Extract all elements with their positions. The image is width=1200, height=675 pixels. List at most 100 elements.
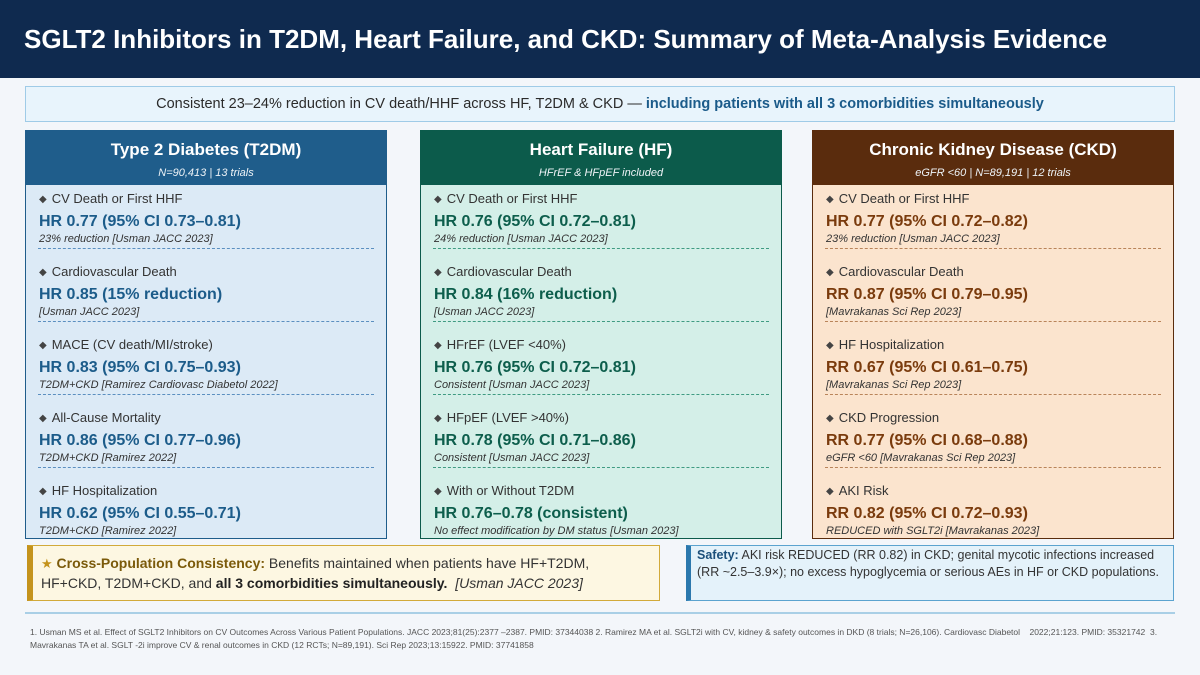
outcome-label-row: ◆ CV Death or First HHF	[39, 190, 373, 209]
outcome-note: Consistent [Usman JACC 2023]	[434, 379, 590, 391]
outcome-item: ◆ CV Death or First HHF HR 0.77 (95% CI 0…	[825, 185, 1161, 249]
consistency-citation: [Usman JACC 2023]	[455, 575, 583, 591]
outcome-label-row: ◆ Cardiovascular Death	[826, 263, 1160, 282]
outcome-item: ◆ All-Cause Mortality HR 0.86 (95% CI 0.7…	[38, 404, 374, 468]
outcome-label-row: ◆ CV Death or First HHF	[434, 190, 768, 209]
consistency-callout: ★ Cross-Population Consistency: Benefits…	[27, 545, 660, 601]
outcome-note: [Mavrakanas Sci Rep 2023]	[826, 306, 962, 318]
ckd-column: Chronic Kidney Disease (CKD) eGFR <60 | …	[812, 130, 1174, 539]
outcome-value: HR 0.83 (95% CI 0.75–0.93)	[39, 359, 241, 376]
t2dm-column-body: ◆ CV Death or First HHF HR 0.77 (95% CI 0…	[26, 185, 386, 540]
footer-divider	[25, 612, 1175, 614]
outcome-note: 23% reduction [Usman JACC 2023]	[826, 233, 1000, 245]
outcome-item: ◆ Cardiovascular Death RR 0.87 (95% CI 0.…	[825, 258, 1161, 322]
ckd-column-header: Chronic Kidney Disease (CKD) eGFR <60 | …	[813, 131, 1173, 185]
column-title: Chronic Kidney Disease (CKD)	[869, 140, 1117, 159]
outcome-label-row: ◆ CV Death or First HHF	[826, 190, 1160, 209]
outcome-note: eGFR <60 [Mavrakanas Sci Rep 2023]	[826, 452, 1016, 464]
diamond-bullet-icon: ◆	[826, 267, 834, 278]
outcome-label: CV Death or First HHF	[446, 191, 578, 206]
diamond-bullet-icon: ◆	[826, 413, 834, 424]
outcome-item: ◆ HFrEF (LVEF <40%) HR 0.76 (95% CI 0.72–…	[433, 331, 769, 395]
outcome-label: HF Hospitalization	[838, 337, 945, 352]
outcome-label-row: ◆ HFpEF (LVEF >40%)	[434, 409, 768, 428]
hf-column-header: Heart Failure (HF) HFrEF & HFpEF include…	[421, 131, 781, 185]
outcome-label: All-Cause Mortality	[51, 410, 161, 425]
outcome-label: CV Death or First HHF	[51, 191, 183, 206]
outcome-value: HR 0.76–0.78 (consistent)	[434, 505, 628, 522]
outcome-value: HR 0.62 (95% CI 0.55–0.71)	[39, 505, 241, 522]
outcome-item: ◆ HF Hospitalization HR 0.62 (95% CI 0.55…	[38, 477, 374, 540]
diamond-bullet-icon: ◆	[826, 486, 834, 497]
diamond-bullet-icon: ◆	[39, 267, 47, 278]
outcome-label-row: ◆ Cardiovascular Death	[39, 263, 373, 282]
outcome-value: RR 0.77 (95% CI 0.68–0.88)	[826, 432, 1028, 449]
diamond-bullet-icon: ◆	[39, 340, 47, 351]
outcome-label-row: ◆ HF Hospitalization	[826, 336, 1160, 355]
outcome-value: HR 0.84 (16% reduction)	[434, 286, 618, 303]
key-finding-banner: Consistent 23–24% reduction in CV death/…	[25, 86, 1175, 122]
outcome-label-row: ◆ Cardiovascular Death	[434, 263, 768, 282]
consistency-label: Cross-Population Consistency:	[56, 555, 266, 571]
outcome-item: ◆ HF Hospitalization RR 0.67 (95% CI 0.61…	[825, 331, 1161, 395]
outcome-label: CV Death or First HHF	[838, 191, 970, 206]
diamond-bullet-icon: ◆	[434, 486, 442, 497]
diamond-bullet-icon: ◆	[434, 413, 442, 424]
outcome-label: CKD Progression	[838, 410, 940, 425]
outcome-label-row: ◆ MACE (CV death/MI/stroke)	[39, 336, 373, 355]
column-subtitle: eGFR <60 | N=89,191 | 12 trials	[915, 167, 1071, 179]
outcome-item: ◆ HFpEF (LVEF >40%) HR 0.78 (95% CI 0.71–…	[433, 404, 769, 468]
outcome-label-row: ◆ CKD Progression	[826, 409, 1160, 428]
outcome-label: HFpEF (LVEF >40%)	[446, 410, 569, 425]
outcome-label: Cardiovascular Death	[446, 264, 572, 279]
consistency-emphasis: all 3 comorbidities simultaneously.	[215, 575, 448, 591]
outcome-label-row: ◆ All-Cause Mortality	[39, 409, 373, 428]
outcome-value: HR 0.76 (95% CI 0.72–0.81)	[434, 359, 636, 376]
column-subtitle: N=90,413 | 13 trials	[158, 167, 254, 179]
outcome-value: HR 0.85 (15% reduction)	[39, 286, 223, 303]
outcome-value: HR 0.86 (95% CI 0.77–0.96)	[39, 432, 241, 449]
diamond-bullet-icon: ◆	[434, 194, 442, 205]
outcome-label: HF Hospitalization	[51, 483, 158, 498]
outcome-item: ◆ CV Death or First HHF HR 0.77 (95% CI 0…	[38, 185, 374, 249]
outcome-note: 24% reduction [Usman JACC 2023]	[434, 233, 608, 245]
outcome-label: Cardiovascular Death	[51, 264, 177, 279]
column-title: Type 2 Diabetes (T2DM)	[110, 140, 302, 159]
diamond-bullet-icon: ◆	[39, 413, 47, 424]
outcome-item: ◆ AKI Risk RR 0.82 (95% CI 0.72–0.93) RED…	[825, 477, 1161, 540]
diamond-bullet-icon: ◆	[826, 340, 834, 351]
diamond-bullet-icon: ◆	[434, 340, 442, 351]
diamond-bullet-icon: ◆	[826, 194, 834, 205]
outcome-note: Consistent [Usman JACC 2023]	[434, 452, 590, 464]
column-title: Heart Failure (HF)	[529, 140, 673, 159]
outcome-value: HR 0.78 (95% CI 0.71–0.86)	[434, 432, 636, 449]
outcome-value: RR 0.87 (95% CI 0.79–0.95)	[826, 286, 1028, 303]
outcome-label: AKI Risk	[838, 483, 889, 498]
outcome-note: 23% reduction [Usman JACC 2023]	[39, 233, 213, 245]
column-subtitle: HFrEF & HFpEF included	[538, 167, 664, 179]
outcome-note: T2DM+CKD [Ramirez 2022]	[39, 452, 177, 464]
outcome-value: HR 0.77 (95% CI 0.72–0.82)	[826, 213, 1028, 230]
outcome-label-row: ◆ With or Without T2DM	[434, 482, 768, 501]
outcome-label: HFrEF (LVEF <40%)	[446, 337, 567, 352]
outcome-item: ◆ Cardiovascular Death HR 0.85 (15% reduc…	[38, 258, 374, 322]
outcome-value: RR 0.82 (95% CI 0.72–0.93)	[826, 505, 1028, 522]
outcome-label-row: ◆ HFrEF (LVEF <40%)	[434, 336, 768, 355]
consistency-text: Benefits maintained when patients have H…	[41, 555, 590, 591]
diamond-bullet-icon: ◆	[39, 486, 47, 497]
outcome-value: HR 0.77 (95% CI 0.73–0.81)	[39, 213, 241, 230]
outcome-item: ◆ CKD Progression RR 0.77 (95% CI 0.68–0.…	[825, 404, 1161, 468]
outcome-label-row: ◆ HF Hospitalization	[39, 482, 373, 501]
safety-text: AKI risk REDUCED (RR 0.82) in CKD; genit…	[697, 548, 1160, 579]
outcome-note: [Usman JACC 2023]	[434, 306, 535, 318]
outcome-note: [Mavrakanas Sci Rep 2023]	[826, 379, 962, 391]
outcome-note: No effect modification by DM status [Usm…	[434, 525, 679, 537]
outcome-item: ◆ Cardiovascular Death HR 0.84 (16% reduc…	[433, 258, 769, 322]
hf-column: Heart Failure (HF) HFrEF & HFpEF include…	[420, 130, 782, 539]
outcome-value: RR 0.67 (95% CI 0.61–0.75)	[826, 359, 1028, 376]
safety-label: Safety:	[697, 548, 739, 562]
outcome-item: ◆ MACE (CV death/MI/stroke) HR 0.83 (95% …	[38, 331, 374, 395]
title-bar: SGLT2 Inhibitors in T2DM, Heart Failure,…	[0, 0, 1200, 78]
banner-highlight: including patients with all 3 comorbidit…	[645, 96, 1044, 112]
